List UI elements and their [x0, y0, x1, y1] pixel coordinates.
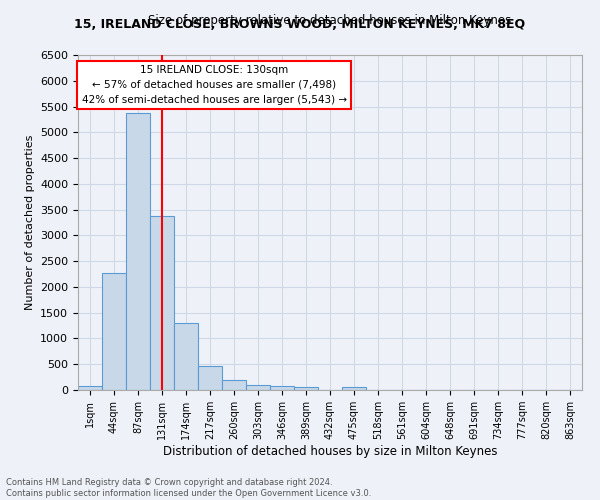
- Bar: [246, 385, 270, 390]
- Bar: [294, 387, 318, 390]
- Bar: [342, 387, 366, 390]
- Bar: [150, 216, 174, 390]
- Text: 15, IRELAND CLOSE, BROWNS WOOD, MILTON KEYNES, MK7 8EQ: 15, IRELAND CLOSE, BROWNS WOOD, MILTON K…: [74, 18, 526, 30]
- Bar: [126, 112, 150, 390]
- Bar: [78, 386, 102, 390]
- Title: Size of property relative to detached houses in Milton Keynes: Size of property relative to detached ho…: [148, 14, 512, 28]
- Text: 15 IRELAND CLOSE: 130sqm
← 57% of detached houses are smaller (7,498)
42% of sem: 15 IRELAND CLOSE: 130sqm ← 57% of detach…: [82, 65, 347, 104]
- Bar: [222, 380, 246, 390]
- X-axis label: Distribution of detached houses by size in Milton Keynes: Distribution of detached houses by size …: [163, 445, 497, 458]
- Bar: [198, 366, 222, 390]
- Bar: [102, 273, 126, 390]
- Bar: [270, 386, 294, 390]
- Text: Contains HM Land Registry data © Crown copyright and database right 2024.
Contai: Contains HM Land Registry data © Crown c…: [6, 478, 371, 498]
- Y-axis label: Number of detached properties: Number of detached properties: [25, 135, 35, 310]
- Bar: [174, 323, 198, 390]
